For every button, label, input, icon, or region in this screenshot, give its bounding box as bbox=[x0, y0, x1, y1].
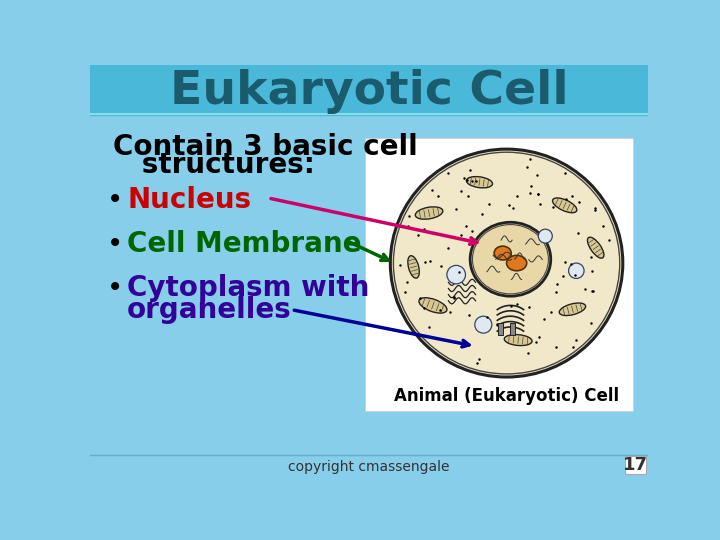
Bar bbox=[365, 138, 632, 411]
Text: Cell Membrane: Cell Membrane bbox=[127, 231, 361, 258]
Circle shape bbox=[474, 316, 492, 333]
Text: copyright cmassengale: copyright cmassengale bbox=[288, 460, 450, 474]
Text: structures:: structures: bbox=[113, 151, 315, 179]
Ellipse shape bbox=[552, 198, 577, 213]
Text: Animal (Eukaryotic) Cell: Animal (Eukaryotic) Cell bbox=[394, 387, 619, 405]
Bar bbox=[498, 323, 503, 335]
Text: Eukaryotic Cell: Eukaryotic Cell bbox=[170, 69, 568, 114]
Ellipse shape bbox=[559, 303, 585, 315]
Ellipse shape bbox=[408, 256, 419, 278]
Text: •: • bbox=[107, 274, 123, 302]
Text: Nucleus: Nucleus bbox=[127, 186, 251, 214]
Ellipse shape bbox=[390, 149, 623, 377]
Text: •: • bbox=[107, 186, 123, 214]
Ellipse shape bbox=[507, 255, 527, 271]
Bar bbox=[90, 454, 648, 481]
Circle shape bbox=[447, 265, 466, 284]
Ellipse shape bbox=[588, 237, 604, 258]
Bar bbox=[510, 323, 515, 335]
Ellipse shape bbox=[467, 177, 492, 188]
Text: •: • bbox=[107, 231, 123, 258]
Circle shape bbox=[569, 263, 584, 279]
Text: 17: 17 bbox=[623, 456, 648, 474]
Ellipse shape bbox=[470, 222, 551, 296]
Bar bbox=[625, 456, 647, 475]
Ellipse shape bbox=[419, 298, 447, 313]
Text: Contain 3 basic cell: Contain 3 basic cell bbox=[113, 132, 418, 160]
Bar bbox=[90, 65, 648, 115]
Ellipse shape bbox=[504, 335, 532, 346]
Text: Cytoplasm with: Cytoplasm with bbox=[127, 274, 369, 302]
Circle shape bbox=[539, 229, 552, 243]
Ellipse shape bbox=[415, 207, 443, 219]
Ellipse shape bbox=[494, 246, 511, 260]
Text: organelles: organelles bbox=[127, 296, 292, 324]
